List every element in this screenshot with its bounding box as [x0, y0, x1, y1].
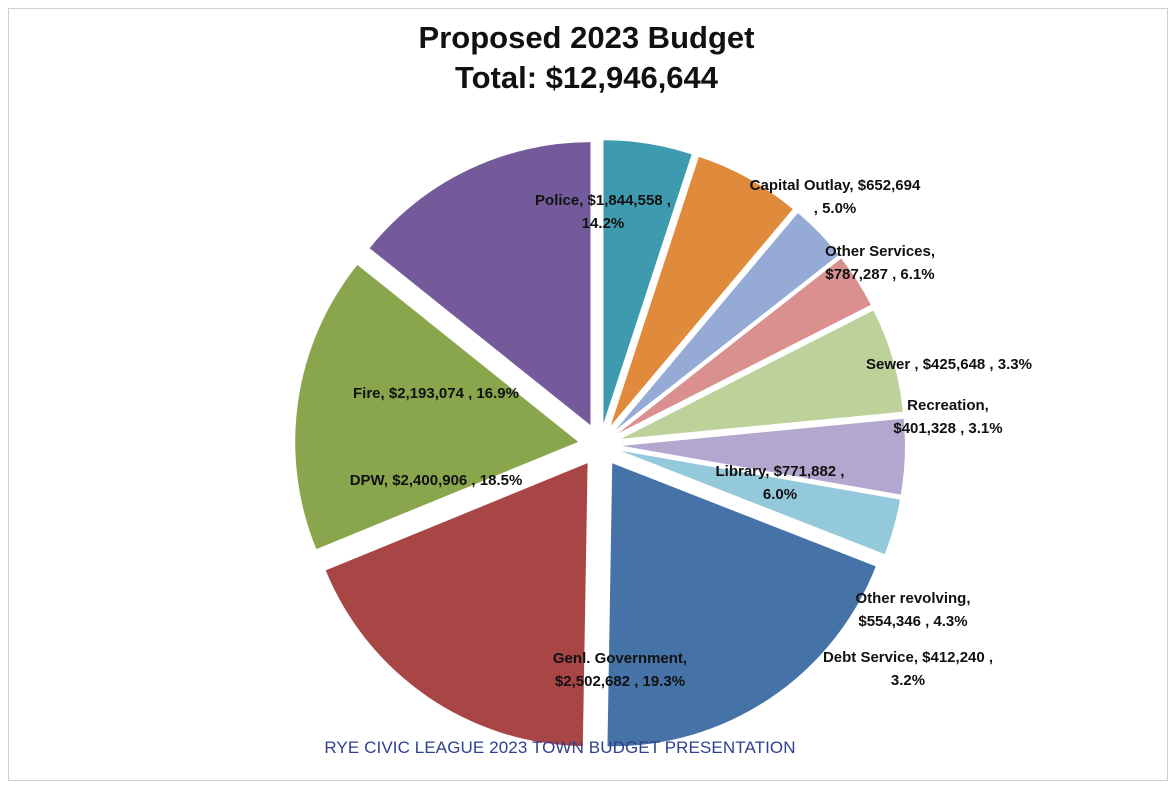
pie-slice-other-revolving — [621, 418, 905, 495]
slice-label-recreation: Recreation, $401,328 , 3.1% — [893, 397, 1002, 437]
chart-caption: RYE CIVIC LEAGUE 2023 TOWN BUDGET PRESEN… — [324, 738, 796, 757]
chart-title-block: Proposed 2023 Budget Total: $12,946,644 — [0, 18, 1173, 98]
pie-slice-dpw — [325, 463, 588, 747]
slice-label-other-services: Other Services, $787,287 , 6.1% — [825, 243, 935, 283]
chart-title: Proposed 2023 Budget — [418, 20, 755, 55]
slice-label-dpw: DPW, $2,400,906 , 18.5% — [350, 472, 523, 489]
slice-label-capital-outlay: Capital Outlay, $652,694, 5.0% — [750, 177, 921, 217]
slice-label-sewer: Sewer , $425,648 , 3.3% — [866, 356, 1032, 373]
chart-subtitle: Total: $12,946,644 — [454, 60, 719, 95]
pie-slice-sewer — [615, 213, 839, 430]
pie-slice-debt-service — [621, 450, 900, 555]
pie-slice-genl-government — [607, 463, 876, 747]
pie-slice-library — [621, 310, 903, 439]
slice-label-library: Library, $771,882 , 6.0% — [716, 463, 845, 503]
pie-slice-fire — [295, 264, 579, 550]
slice-label-fire: Fire, $2,193,074 , 16.9% — [353, 385, 519, 402]
slice-label-debt-service: Debt Service, $412,240 , 3.2% — [823, 649, 993, 689]
slice-label-other-revolving: Other revolving, $554,346 , 4.3% — [855, 590, 970, 630]
pie-slice-police — [369, 142, 591, 426]
pie-slice-other-services — [610, 156, 793, 426]
slice-label-police: Police, $1,844,558 , 14.2% — [535, 192, 671, 232]
slice-label-genl-government: Genl. Government, $2,502,682 , 19.3% — [553, 650, 687, 690]
pie-slice-capital-outlay — [603, 140, 692, 424]
pie-slice-recreation — [618, 258, 871, 434]
